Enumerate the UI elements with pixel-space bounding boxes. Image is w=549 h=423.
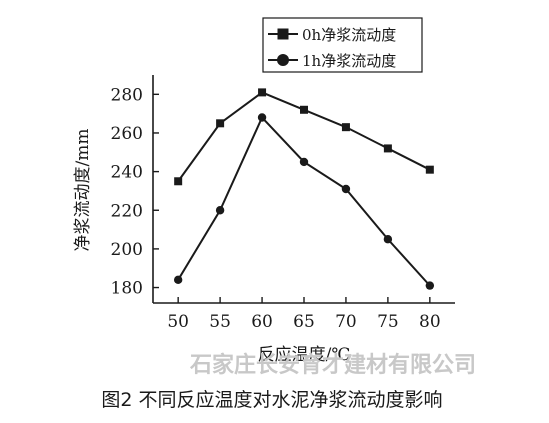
x-tick-label: 55 [209, 312, 231, 332]
legend-label-0h: 0h净浆流动度 [302, 26, 396, 44]
y-tick-label: 260 [111, 124, 143, 144]
y-tick-label: 180 [111, 279, 143, 299]
x-tick-label: 70 [335, 312, 357, 332]
data-point-1h [215, 206, 225, 215]
figure-caption: 图2 不同反应温度对水泥净浆流动度影响 [101, 389, 442, 411]
series-line-1h [177, 115, 431, 287]
y-axis-title: 净浆流动度/mm [73, 129, 93, 252]
data-point-0h [174, 177, 183, 186]
data-point-0h [383, 144, 392, 153]
y-ticks: 180 200 220 240 260 280 [111, 85, 159, 299]
x-ticks: 50 55 60 65 70 75 80 [167, 297, 441, 332]
data-point-1h [383, 235, 393, 244]
data-point-0h [300, 105, 308, 114]
data-point-1h [341, 184, 351, 194]
series-layer [173, 88, 435, 290]
data-point-1h [173, 275, 183, 285]
x-axis-title: 反应温度/℃ [258, 345, 351, 365]
data-point-1h [257, 113, 267, 122]
legend-marker-square [277, 28, 289, 40]
legend-box [262, 17, 423, 73]
data-point-0h [341, 123, 350, 132]
x-tick-label: 80 [419, 312, 441, 332]
y-tick-label: 280 [111, 85, 143, 105]
x-tick-label: 50 [167, 312, 189, 332]
data-point-0h [425, 165, 434, 174]
data-point-1h [299, 157, 309, 167]
data-point-0h [258, 88, 267, 97]
series-line-0h [177, 91, 431, 182]
legend: 0h净浆流动度 1h净浆流动度 [262, 17, 423, 73]
watermark: 石家庄长安育才建材有限公司 [189, 352, 476, 378]
x-tick-label: 75 [377, 312, 399, 332]
legend-label-1h: 1h净浆流动度 [302, 52, 396, 70]
data-point-1h [425, 281, 435, 290]
x-tick-label: 60 [251, 312, 273, 332]
legend-marker-circle [277, 54, 289, 66]
data-point-0h [216, 119, 225, 128]
y-tick-label: 220 [111, 201, 143, 221]
x-tick-label: 65 [293, 312, 315, 332]
y-tick-label: 240 [111, 163, 143, 183]
y-tick-label: 200 [111, 240, 143, 260]
